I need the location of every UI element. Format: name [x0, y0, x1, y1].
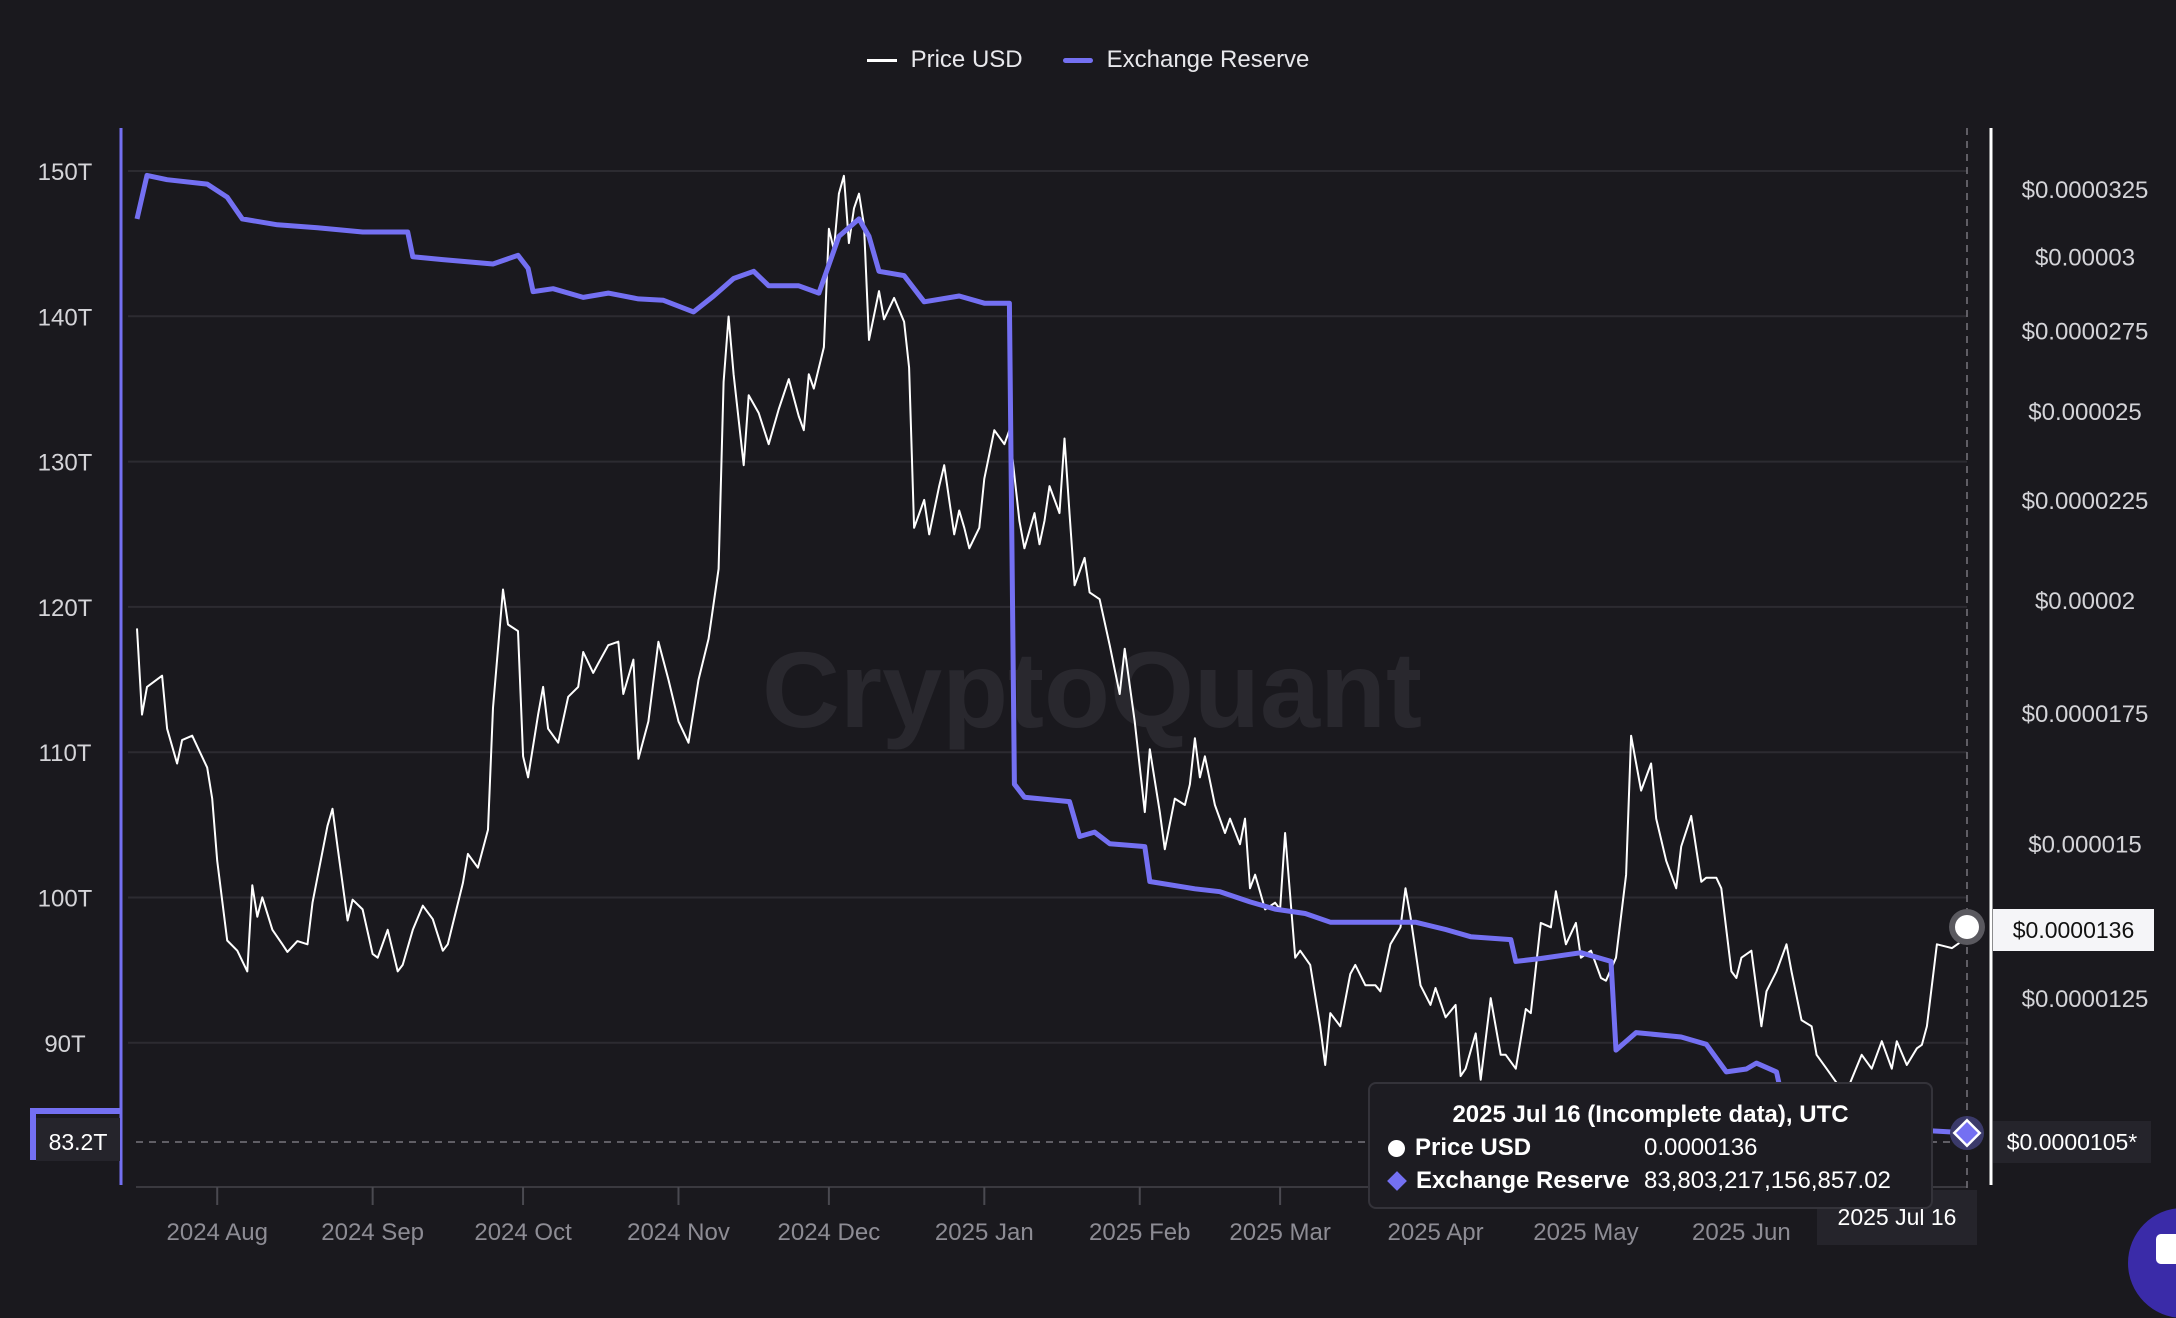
left-value-tag-label: 83.2T	[49, 1129, 108, 1155]
diamond-icon	[1387, 1171, 1407, 1191]
tooltip: 2025 Jul 16 (Incomplete data), UTC Price…	[1368, 1082, 1933, 1209]
price-marker	[1955, 915, 1979, 939]
left-value-tag	[36, 1118, 120, 1161]
x-tick-label: 2025 Jan	[935, 1219, 1034, 1246]
left-value-tag-border	[30, 1108, 121, 1160]
x-tick-label: 2025 Jun	[1692, 1219, 1791, 1246]
legend-item-price[interactable]: Price USD	[866, 46, 1023, 74]
x-tick-label: 2024 Dec	[778, 1219, 881, 1246]
left-tick-label: 100T	[38, 886, 93, 913]
gridlines	[128, 170, 1967, 1044]
chart[interactable]: CryptoQuant 2024 Aug 2024 Sep 2024 Oct 2024…	[0, 0, 2176, 1256]
legend-label: Price USD	[910, 46, 1023, 73]
x-tick-label: 2024 Nov	[627, 1219, 730, 1246]
left-tick-label: 110T	[39, 740, 92, 767]
reserve-marker-diamond-icon	[1952, 1118, 1982, 1148]
price-line-swatch-icon	[866, 58, 897, 62]
tooltip-row-price: Price USD 0.0000136	[1388, 1134, 1757, 1162]
x-tick-label: 2024 Sep	[321, 1219, 424, 1246]
left-tick-label: 140T	[38, 304, 93, 331]
x-tick-label: 2025 May	[1533, 1219, 1638, 1246]
right-tick-label: $0.0000225	[2022, 488, 2149, 515]
x-tick-label: 2025 Apr	[1388, 1219, 1484, 1246]
right-tick-label: $0.0000275	[2022, 318, 2149, 345]
x-tick-label: 2024 Oct	[474, 1219, 572, 1246]
x-tick-label: 2025 Feb	[1089, 1219, 1190, 1246]
right-axis: $0.0000325 $0.00003 $0.0000275 $0.000025 $0.…	[2022, 177, 2149, 1013]
tooltip-label: Price USD	[1415, 1134, 1532, 1161]
reserve-price-axis-tag: $0.0000105*	[1993, 1121, 2151, 1163]
x-tick-label: 2024 Aug	[167, 1219, 268, 1246]
tooltip-label: Exchange Reserve	[1416, 1167, 1630, 1194]
price-usd-line	[136, 174, 1968, 1105]
left-tick-label: 90T	[44, 1031, 86, 1058]
series-lines	[134, 172, 1968, 1136]
tooltip-value: 0.0000136	[1644, 1134, 1758, 1161]
right-tick-label: $0.0000125	[2022, 986, 2149, 1013]
chat-icon	[2156, 1234, 2176, 1264]
price-axis-tag: $0.0000136	[1993, 909, 2154, 951]
right-tick-label: $0.0000175	[2022, 701, 2149, 728]
legend-item-reserve[interactable]: Exchange Reserve	[1062, 46, 1310, 74]
legend: Price USD Exchange Reserve	[0, 46, 2176, 74]
reserve-line-swatch-icon	[1062, 57, 1093, 63]
left-axis: 150T 140T 130T 120T 110T 100T 90T	[38, 159, 93, 1058]
left-tick-label: 130T	[38, 450, 93, 477]
right-tick-label: $0.000015	[2028, 832, 2141, 859]
left-tick-label: 120T	[38, 595, 93, 622]
x-axis: 2024 Aug 2024 Sep 2024 Oct 2024 Nov 2024 Dec…	[136, 1186, 1967, 1246]
right-tick-label: $0.0000325	[2022, 177, 2149, 204]
tooltip-title: 2025 Jul 16 (Incomplete data), UTC	[1452, 1101, 1849, 1128]
legend-label: Exchange Reserve	[1106, 46, 1310, 73]
right-tick-label: $0.00002	[2035, 588, 2135, 615]
x-tick-label: 2025 Mar	[1229, 1219, 1330, 1246]
right-tick-label: $0.00003	[2035, 245, 2135, 272]
tooltip-row-reserve: Exchange Reserve 83,803,217,156,857.02	[1387, 1167, 1891, 1195]
tooltip-value: 83,803,217,156,857.02	[1644, 1167, 1891, 1194]
left-tick-label: 150T	[38, 159, 93, 186]
circle-icon	[1388, 1139, 1405, 1157]
right-tick-label: $0.000025	[2028, 399, 2141, 426]
exchange-reserve-line	[134, 172, 1968, 1136]
watermark: CryptoQuant	[762, 629, 1422, 750]
